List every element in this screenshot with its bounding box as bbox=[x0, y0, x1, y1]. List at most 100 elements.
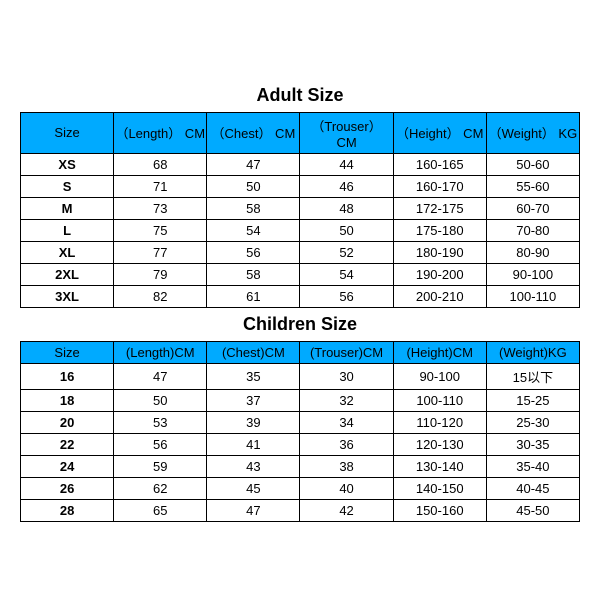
col-chest: (Chest)CM bbox=[207, 341, 300, 363]
table-row: 1647353090-10015以下 bbox=[21, 363, 580, 389]
cell: 40-45 bbox=[486, 477, 579, 499]
col-weight: （Weight） KG bbox=[486, 112, 579, 153]
cell-size: XL bbox=[21, 241, 114, 263]
cell: 35-40 bbox=[486, 455, 579, 477]
cell: 60-70 bbox=[486, 197, 579, 219]
cell-size: S bbox=[21, 175, 114, 197]
table-row: 20533934110-12025-30 bbox=[21, 411, 580, 433]
cell: 44 bbox=[300, 153, 393, 175]
cell: 32 bbox=[300, 389, 393, 411]
cell: 25-30 bbox=[486, 411, 579, 433]
cell: 42 bbox=[300, 499, 393, 521]
cell: 36 bbox=[300, 433, 393, 455]
table-row: 26624540140-15040-45 bbox=[21, 477, 580, 499]
cell: 190-200 bbox=[393, 263, 486, 285]
cell: 15以下 bbox=[486, 363, 579, 389]
adult-table: Size （Length） CM （Chest） CM （Trouser） CM… bbox=[20, 112, 580, 308]
table-row: 2XL795854190-20090-100 bbox=[21, 263, 580, 285]
cell-size: L bbox=[21, 219, 114, 241]
cell: 39 bbox=[207, 411, 300, 433]
cell: 80-90 bbox=[486, 241, 579, 263]
cell: 79 bbox=[114, 263, 207, 285]
cell-size: 28 bbox=[21, 499, 114, 521]
cell: 54 bbox=[300, 263, 393, 285]
cell: 110-120 bbox=[393, 411, 486, 433]
cell-size: 22 bbox=[21, 433, 114, 455]
col-length: (Length)CM bbox=[114, 341, 207, 363]
cell-size: 20 bbox=[21, 411, 114, 433]
cell: 56 bbox=[114, 433, 207, 455]
children-title: Children Size bbox=[20, 308, 580, 341]
cell: 100-110 bbox=[486, 285, 579, 307]
cell: 40 bbox=[300, 477, 393, 499]
cell: 130-140 bbox=[393, 455, 486, 477]
table-row: XS684744160-16550-60 bbox=[21, 153, 580, 175]
col-height: (Height)CM bbox=[393, 341, 486, 363]
cell: 50 bbox=[207, 175, 300, 197]
adult-title: Adult Size bbox=[20, 79, 580, 112]
col-size: Size bbox=[21, 112, 114, 153]
cell: 52 bbox=[300, 241, 393, 263]
cell: 73 bbox=[114, 197, 207, 219]
cell: 120-130 bbox=[393, 433, 486, 455]
cell: 71 bbox=[114, 175, 207, 197]
col-length: （Length） CM bbox=[114, 112, 207, 153]
table-row: 24594338130-14035-40 bbox=[21, 455, 580, 477]
col-trouser: （Trouser） CM bbox=[300, 112, 393, 153]
cell: 50 bbox=[114, 389, 207, 411]
cell: 90-100 bbox=[393, 363, 486, 389]
cell: 43 bbox=[207, 455, 300, 477]
cell: 140-150 bbox=[393, 477, 486, 499]
cell: 70-80 bbox=[486, 219, 579, 241]
cell: 37 bbox=[207, 389, 300, 411]
cell: 160-165 bbox=[393, 153, 486, 175]
cell: 62 bbox=[114, 477, 207, 499]
cell: 45 bbox=[207, 477, 300, 499]
cell: 100-110 bbox=[393, 389, 486, 411]
table-row: XL775652180-19080-90 bbox=[21, 241, 580, 263]
table-row: S715046160-17055-60 bbox=[21, 175, 580, 197]
cell: 50-60 bbox=[486, 153, 579, 175]
cell: 180-190 bbox=[393, 241, 486, 263]
cell: 200-210 bbox=[393, 285, 486, 307]
col-height: （Height） CM bbox=[393, 112, 486, 153]
cell: 47 bbox=[207, 499, 300, 521]
cell: 59 bbox=[114, 455, 207, 477]
cell: 56 bbox=[300, 285, 393, 307]
cell-size: M bbox=[21, 197, 114, 219]
cell-size: 3XL bbox=[21, 285, 114, 307]
cell: 77 bbox=[114, 241, 207, 263]
col-chest: （Chest） CM bbox=[207, 112, 300, 153]
table-row: 22564136120-13030-35 bbox=[21, 433, 580, 455]
cell: 53 bbox=[114, 411, 207, 433]
cell: 58 bbox=[207, 263, 300, 285]
cell-size: 18 bbox=[21, 389, 114, 411]
cell: 30 bbox=[300, 363, 393, 389]
table-row: L755450175-18070-80 bbox=[21, 219, 580, 241]
cell: 30-35 bbox=[486, 433, 579, 455]
table-row: M735848172-17560-70 bbox=[21, 197, 580, 219]
cell: 34 bbox=[300, 411, 393, 433]
col-size: Size bbox=[21, 341, 114, 363]
adult-header-row: Size （Length） CM （Chest） CM （Trouser） CM… bbox=[21, 112, 580, 153]
cell: 65 bbox=[114, 499, 207, 521]
cell: 15-25 bbox=[486, 389, 579, 411]
cell: 41 bbox=[207, 433, 300, 455]
cell: 55-60 bbox=[486, 175, 579, 197]
cell: 46 bbox=[300, 175, 393, 197]
table-row: 3XL826156200-210100-110 bbox=[21, 285, 580, 307]
cell-size: 24 bbox=[21, 455, 114, 477]
col-weight: (Weight)KG bbox=[486, 341, 579, 363]
cell: 56 bbox=[207, 241, 300, 263]
children-header-row: Size (Length)CM (Chest)CM (Trouser)CM (H… bbox=[21, 341, 580, 363]
cell: 47 bbox=[207, 153, 300, 175]
table-row: 28654742150-16045-50 bbox=[21, 499, 580, 521]
cell: 58 bbox=[207, 197, 300, 219]
cell: 54 bbox=[207, 219, 300, 241]
cell: 68 bbox=[114, 153, 207, 175]
cell-size: 26 bbox=[21, 477, 114, 499]
cell: 90-100 bbox=[486, 263, 579, 285]
children-table: Size (Length)CM (Chest)CM (Trouser)CM (H… bbox=[20, 341, 580, 522]
cell: 82 bbox=[114, 285, 207, 307]
cell: 75 bbox=[114, 219, 207, 241]
